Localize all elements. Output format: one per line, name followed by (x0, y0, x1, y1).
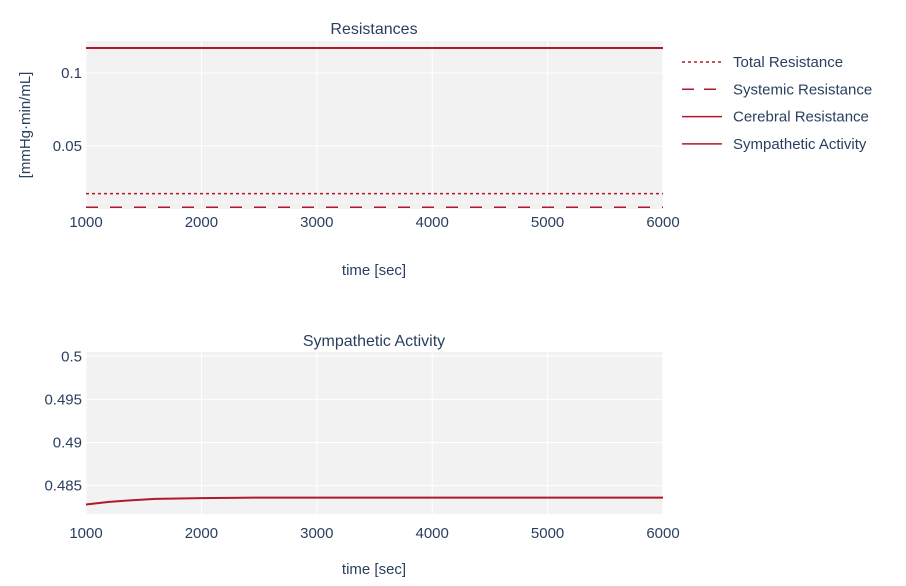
legend-label: Sympathetic Activity (733, 136, 867, 153)
sympathetic-x-ticks: 1000 2000 3000 4000 5000 6000 (69, 525, 679, 542)
resistances-x-tick-label: 1000 (69, 214, 102, 231)
sympathetic-x-tick-label: 3000 (300, 525, 333, 542)
resistances-y-axis-label: [mmHg·min/mL] (17, 72, 34, 179)
sympathetic-y-ticks: 0.485 0.49 0.495 0.5 (44, 348, 82, 494)
sympathetic-series (85, 496, 663, 506)
sympathetic-plot-area (86, 352, 663, 514)
sympathetic-x-axis-label: time [sec] (342, 561, 406, 578)
legend-item: Cerebral Resistance (682, 109, 869, 126)
legend-item: Sympathetic Activity (682, 136, 867, 153)
sympathetic-gridlines (85, 352, 664, 514)
resistances-x-tick-label: 4000 (416, 214, 449, 231)
legend-label: Cerebral Resistance (733, 109, 869, 126)
series-line-sympathetic-activity (85, 496, 663, 506)
sympathetic-x-tick-label: 5000 (531, 525, 564, 542)
resistances-plot-area (86, 41, 663, 209)
sympathetic-y-tick-label: 0.49 (53, 434, 82, 451)
sympathetic-y-tick-label: 0.5 (61, 348, 82, 365)
sympathetic-x-tick-label: 1000 (69, 525, 102, 542)
resistances-x-axis-label: time [sec] (342, 262, 406, 279)
resistances-series (86, 47, 663, 209)
sympathetic-x-tick-label: 6000 (646, 525, 679, 542)
resistances-y-tick-label: 0.05 (53, 138, 82, 155)
resistances-title: Resistances (330, 21, 417, 38)
sympathetic-title: Sympathetic Activity (303, 333, 445, 350)
resistances-x-tick-label: 5000 (531, 214, 564, 231)
sympathetic-y-tick-label: 0.485 (44, 478, 82, 495)
legend: Total Resistance Systemic Resistance Cereb… (682, 54, 872, 153)
legend-label: Systemic Resistance (733, 81, 872, 98)
resistances-y-tick-label: 0.1 (61, 65, 82, 82)
resistances-x-tick-label: 2000 (185, 214, 218, 231)
resistances-gridlines (85, 41, 664, 209)
sympathetic-x-tick-label: 4000 (416, 525, 449, 542)
sympathetic-x-tick-label: 2000 (185, 525, 218, 542)
resistances-x-ticks: 1000 2000 3000 4000 5000 6000 (69, 214, 679, 231)
legend-item: Total Resistance (682, 54, 843, 71)
legend-label: Total Resistance (733, 54, 843, 71)
resistances-panel: 1000 2000 3000 4000 5000 6000 0.05 0.1 Resista… (17, 21, 680, 279)
resistances-x-tick-label: 6000 (646, 214, 679, 231)
resistances-x-tick-label: 3000 (300, 214, 333, 231)
sympathetic-y-tick-label: 0.495 (44, 391, 82, 408)
sympathetic-panel: 1000 2000 3000 4000 5000 6000 0.4850.490.4950… (44, 333, 679, 578)
legend-item: Systemic Resistance (682, 81, 872, 98)
resistances-y-ticks: 0.05 0.1 (53, 65, 82, 155)
